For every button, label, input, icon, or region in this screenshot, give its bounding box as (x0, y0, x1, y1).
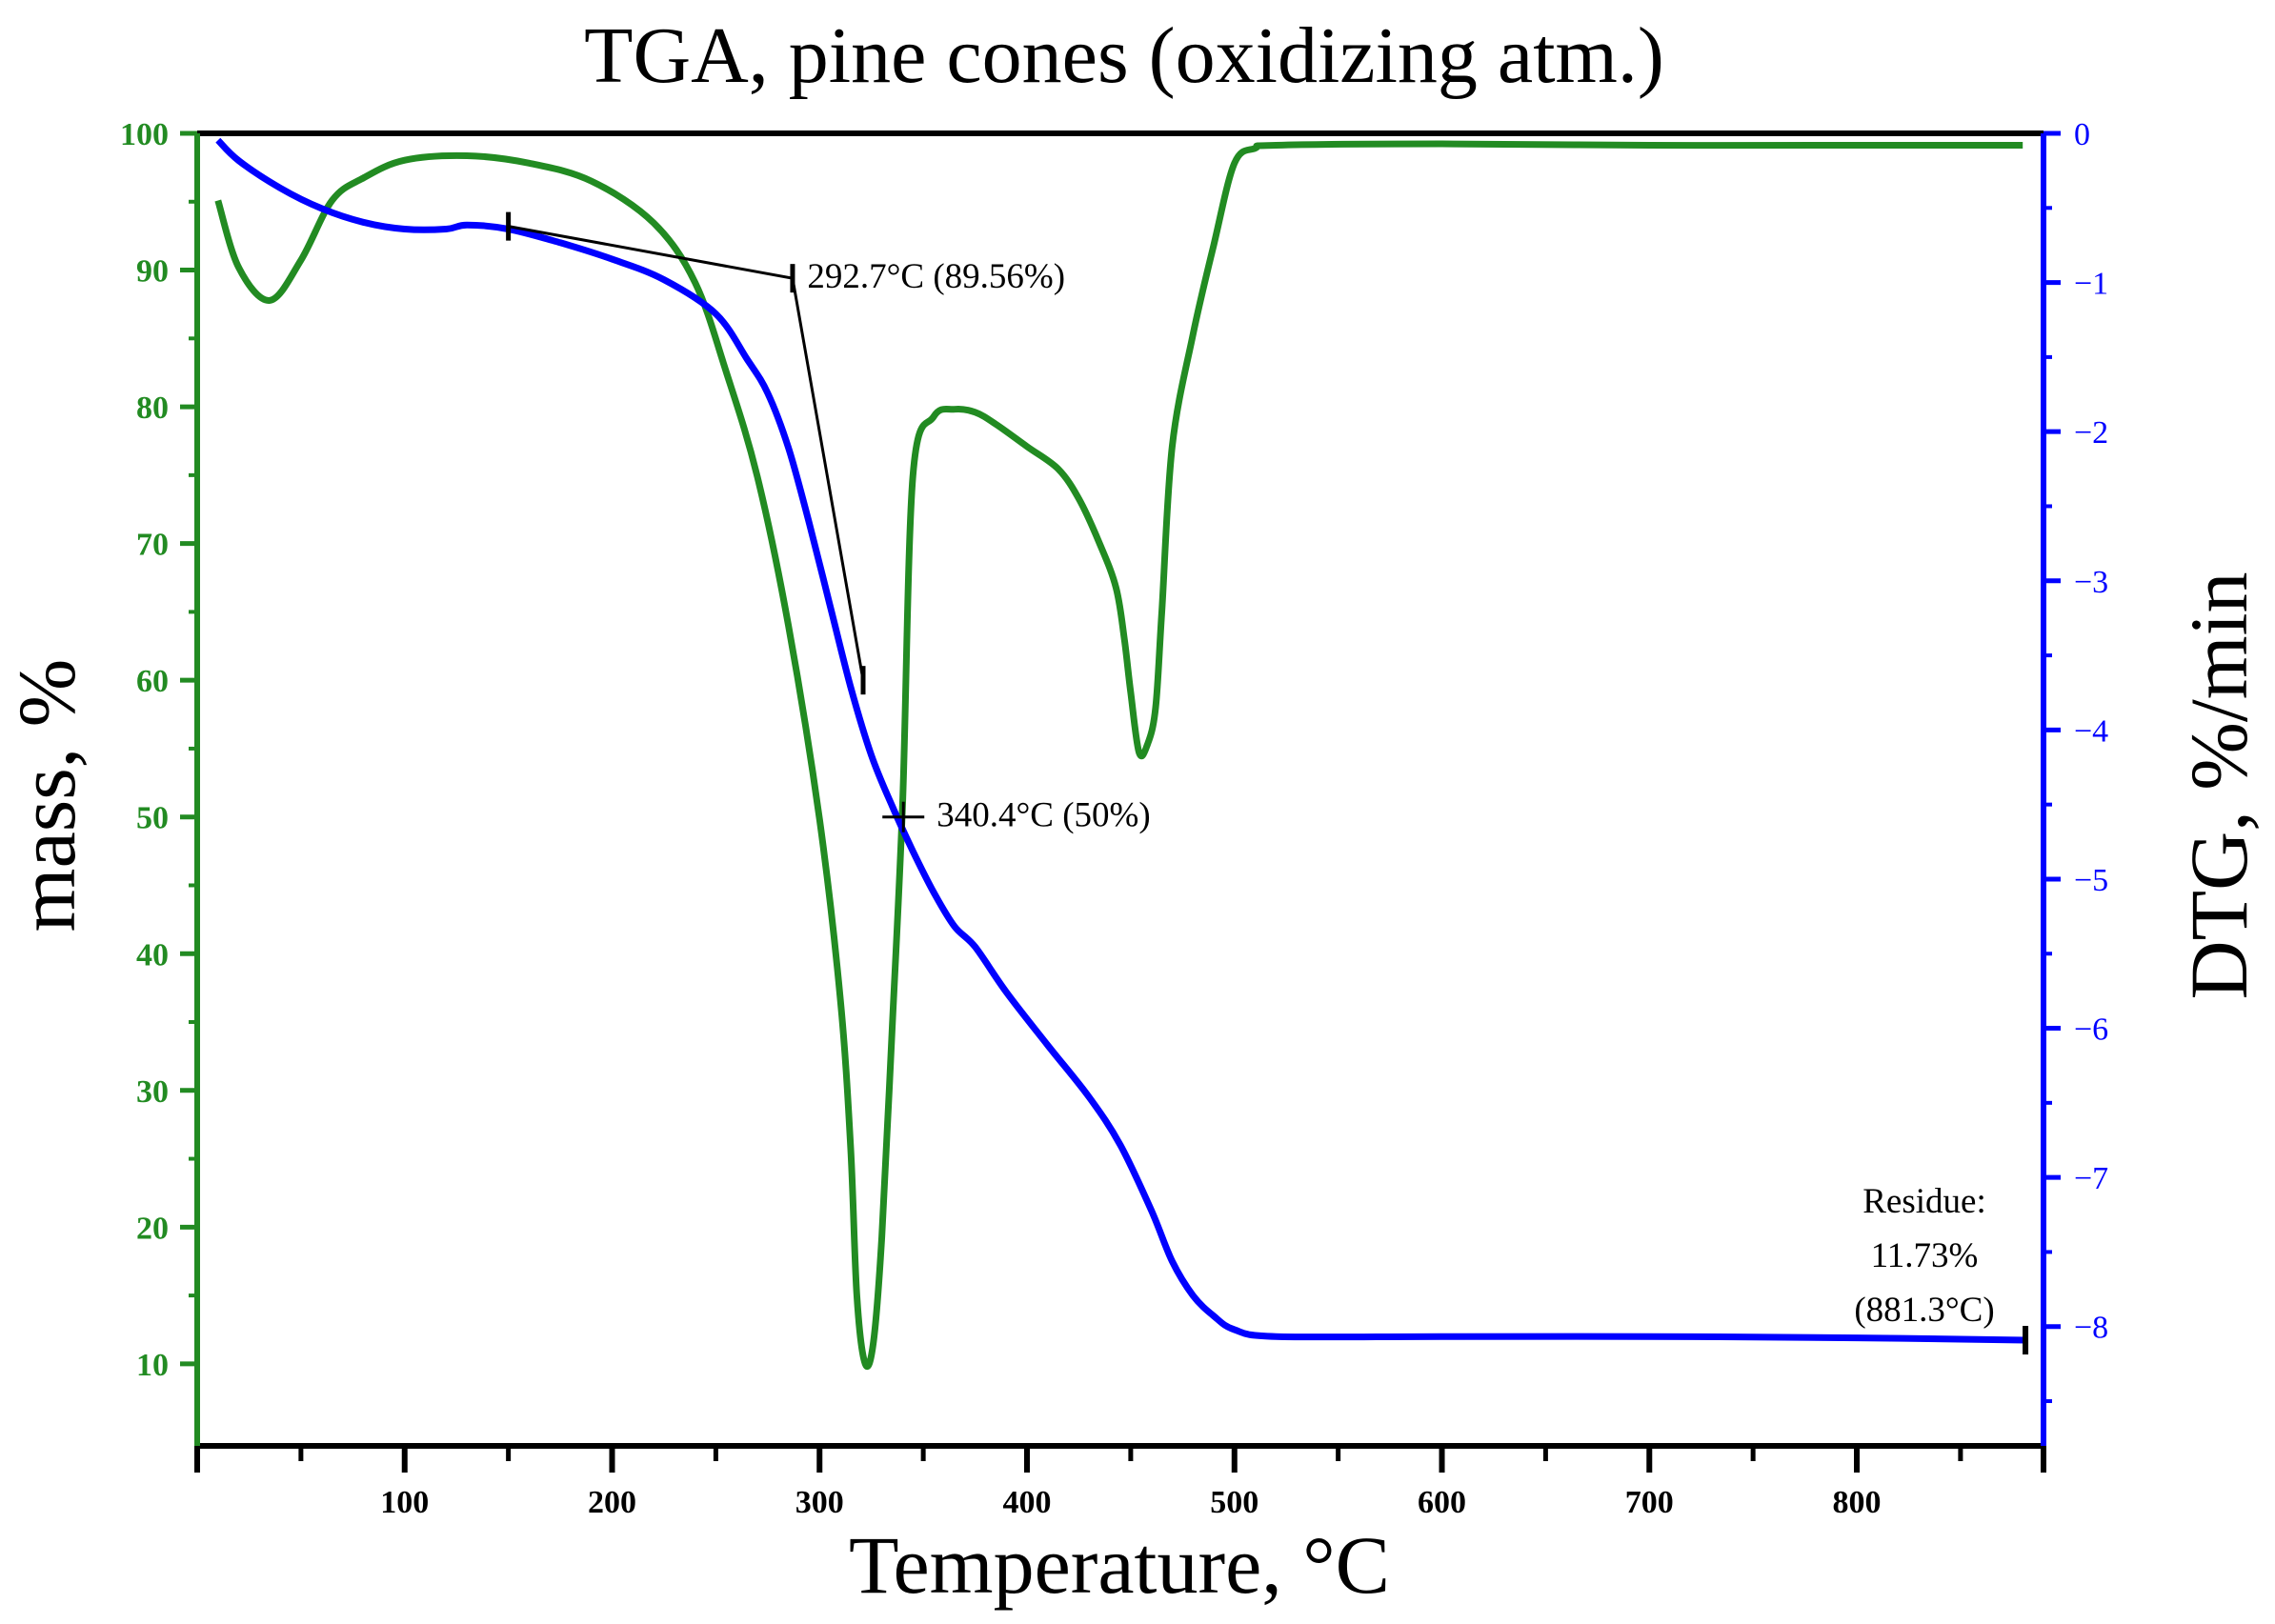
residue-label-line2: 11.73% (1871, 1236, 1979, 1275)
x-axis-label: Temperature, °C (849, 1519, 1390, 1611)
annotation-onset: 292.7°C (89.56%) (807, 257, 1065, 296)
y-left-tick-label: 100 (120, 117, 169, 152)
y-left-tick-label: 70 (136, 528, 169, 563)
y-right-tick-label: −6 (2074, 1012, 2108, 1048)
y-right-tick-label: −7 (2074, 1161, 2108, 1196)
x-tick-label: 800 (1833, 1485, 1882, 1520)
x-tick-label: 600 (1418, 1485, 1466, 1520)
y-right-tick-label: −4 (2074, 713, 2108, 749)
x-tick-label: 500 (1210, 1485, 1258, 1520)
x-tick-label: 100 (380, 1485, 429, 1520)
y-left-tick-label: 60 (136, 664, 169, 699)
y-left-tick-label: 40 (136, 937, 169, 972)
x-tick-label: 200 (588, 1485, 636, 1520)
residue-label-line1: Residue: (1862, 1182, 1985, 1221)
x-tick-label: 300 (795, 1485, 844, 1520)
y-left-tick-label: 30 (136, 1074, 169, 1110)
mass-curve (215, 137, 2026, 1344)
residue-label-line3: (881.3°C) (1854, 1291, 1994, 1330)
y-left-axis-label: mass, % (1, 659, 92, 932)
y-left-tick-label: 50 (136, 801, 169, 836)
y-left-tick-label: 20 (136, 1211, 169, 1246)
chart-title: TGA, pine cones (oxidizing atm.) (584, 11, 1664, 100)
y-left-tick-label: 80 (136, 391, 169, 426)
annotation-half-mass: 340.4°C (50%) (936, 796, 1150, 835)
y-right-tick-label: −2 (2074, 415, 2108, 451)
y-right-tick-label: −1 (2074, 267, 2108, 302)
y-left-tick-label: 10 (136, 1348, 169, 1383)
dtg-curve (214, 140, 2023, 1371)
y-left-tick-label: 90 (136, 254, 169, 290)
y-right-tick-label: −8 (2074, 1311, 2108, 1346)
x-tick-label: 700 (1625, 1485, 1674, 1520)
y-right-tick-label: −5 (2074, 863, 2108, 898)
y-right-tick-label: 0 (2074, 117, 2090, 152)
y-right-axis-label: DTG, %/min (2173, 571, 2265, 999)
y-right-tick-label: −3 (2074, 565, 2108, 600)
x-tick-label: 400 (1003, 1485, 1052, 1520)
